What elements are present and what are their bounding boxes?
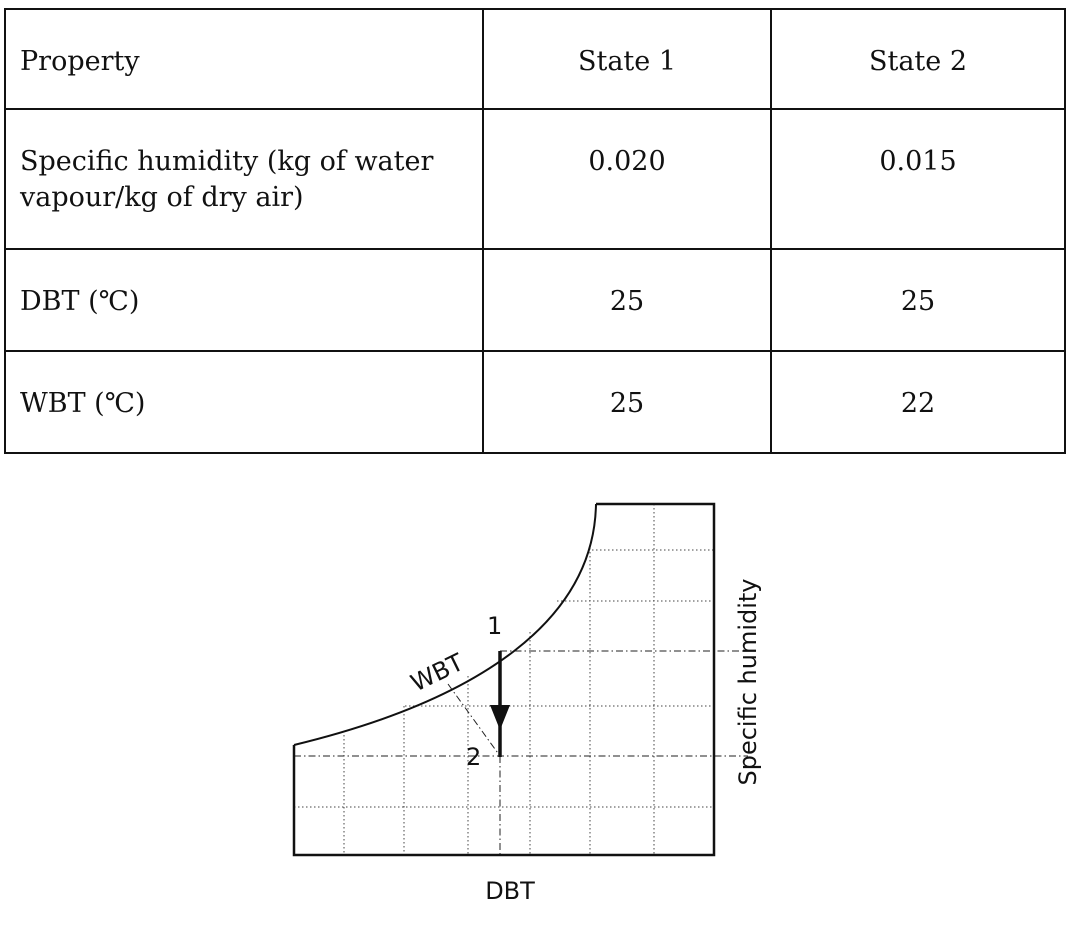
table-row: Specific humidity (kg of water vapour/kg… bbox=[4, 108, 1066, 250]
x-axis-label: DBT bbox=[485, 877, 535, 905]
construction-lines bbox=[294, 650, 748, 855]
table-row: DBT (℃) 25 25 bbox=[4, 248, 1066, 352]
property-table: Property State 1 State 2 Specific humidi… bbox=[4, 8, 1066, 454]
wbt-line bbox=[447, 683, 501, 757]
process-arrow-head bbox=[490, 705, 510, 730]
row-property-dbt: DBT (℃) bbox=[4, 248, 484, 352]
row-state2-wbt: 22 bbox=[770, 350, 1066, 454]
row-state1-dbt: 25 bbox=[482, 248, 772, 352]
row-state1-specific-humidity: 0.020 bbox=[482, 108, 772, 250]
row-property-wbt: WBT (℃) bbox=[4, 350, 484, 454]
row-state2-specific-humidity: 0.015 bbox=[770, 108, 1066, 250]
table-row: WBT (℃) 25 22 bbox=[4, 350, 1066, 454]
table-header-row: Property State 1 State 2 bbox=[4, 8, 1066, 110]
y-axis-label: Specific humidity bbox=[734, 578, 762, 785]
saturation-curve bbox=[293, 503, 597, 746]
point-1-label: 1 bbox=[487, 612, 502, 640]
wbt-curve-label: WBT bbox=[406, 648, 468, 697]
grid-lines bbox=[294, 504, 714, 855]
row-property-specific-humidity: Specific humidity (kg of water vapour/kg… bbox=[4, 108, 484, 250]
point-2-label: 2 bbox=[466, 743, 481, 771]
chart-frame bbox=[292, 502, 716, 857]
header-state-1: State 1 bbox=[482, 8, 772, 110]
header-state-2: State 2 bbox=[770, 8, 1066, 110]
row-state1-wbt: 25 bbox=[482, 350, 772, 454]
row-state2-dbt: 25 bbox=[770, 248, 1066, 352]
header-property: Property bbox=[4, 8, 484, 110]
